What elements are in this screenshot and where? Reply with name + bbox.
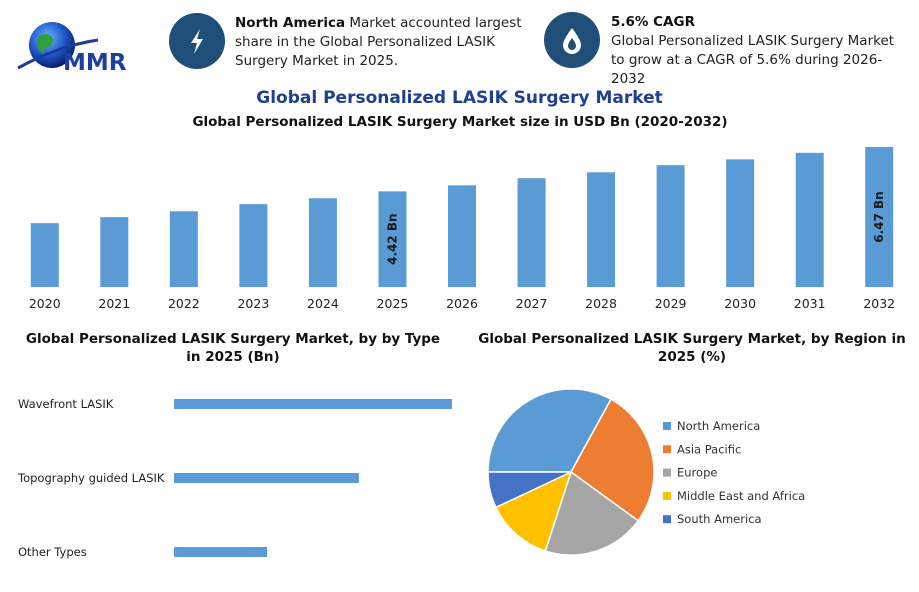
legend-swatch (663, 468, 671, 477)
bar (174, 547, 268, 557)
x-tick-label: 2020 (29, 296, 61, 311)
icon-bolt (169, 13, 225, 69)
x-tick-label: 2023 (237, 296, 269, 311)
legend-swatch (663, 515, 671, 524)
chart-title: Global Personalized LASIK Surgery Market… (25, 331, 441, 365)
main-title: Global Personalized LASIK Surgery Market (256, 88, 663, 108)
legend-label: North America (677, 419, 760, 433)
bar (448, 185, 476, 287)
x-tick-label: 2026 (446, 296, 478, 311)
highlight-text: Global Personalized LASIK Surgery Market… (611, 33, 895, 87)
legend-label: Middle East and Africa (677, 489, 805, 503)
value-label: 6.47 Bn (872, 191, 886, 242)
pie-slice (487, 388, 613, 473)
x-tick-label: 2027 (516, 296, 548, 311)
logo: MMR (17, 22, 127, 76)
highlight-text: Market accounted largest share in the Gl… (235, 15, 522, 69)
legend-label: Europe (677, 466, 717, 480)
x-tick-label: 2025 (377, 296, 409, 311)
bar (30, 223, 59, 287)
bar (174, 473, 359, 483)
x-tick-label: 2021 (98, 296, 130, 311)
highlight: North America Market accounted largest s… (235, 14, 535, 71)
value-label: 4.42 Bn (385, 213, 399, 264)
icon-drop (544, 12, 600, 68)
bar (795, 152, 824, 287)
bar (378, 191, 407, 287)
bar (169, 211, 198, 287)
legend-label: South America (677, 512, 762, 526)
bar (174, 399, 452, 409)
legend-swatch (663, 491, 671, 500)
pie-slice (570, 398, 655, 522)
highlight-title: 5.6% CAGR (611, 14, 695, 30)
bar (587, 172, 616, 287)
x-tick-label: 2022 (168, 296, 200, 311)
legend-swatch (663, 422, 671, 430)
bar (100, 217, 129, 287)
category-label: Topography guided LASIK (17, 471, 165, 485)
legend-swatch (663, 445, 671, 454)
pie-slice (487, 471, 572, 509)
pie-slice (544, 470, 640, 556)
x-tick-label: 2029 (655, 296, 687, 311)
bar (656, 165, 685, 287)
x-tick-label: 2030 (724, 296, 756, 311)
highlight-title: North America (235, 15, 346, 31)
x-tick-label: 2024 (307, 296, 339, 311)
x-tick-label: 2032 (863, 296, 895, 311)
x-tick-label: 2031 (794, 296, 826, 311)
bar (726, 159, 755, 287)
bar (865, 147, 894, 287)
x-tick-label: 2028 (585, 296, 617, 311)
bar (308, 198, 337, 287)
bar (239, 204, 268, 287)
highlight: 5.6% CAGR Global Personalized LASIK Surge… (611, 13, 911, 89)
pie-slice (494, 470, 573, 552)
legend-label: Asia Pacific (677, 442, 741, 456)
category-label: Wavefront LASIK (18, 397, 114, 411)
chart-title: Global Personalized LASIK Surgery Market… (192, 114, 728, 130)
category-label: Other Types (18, 545, 87, 559)
chart-title: Global Personalized LASIK Surgery Market… (478, 331, 906, 365)
logo-text: MMR (63, 50, 127, 76)
bar (517, 178, 546, 287)
